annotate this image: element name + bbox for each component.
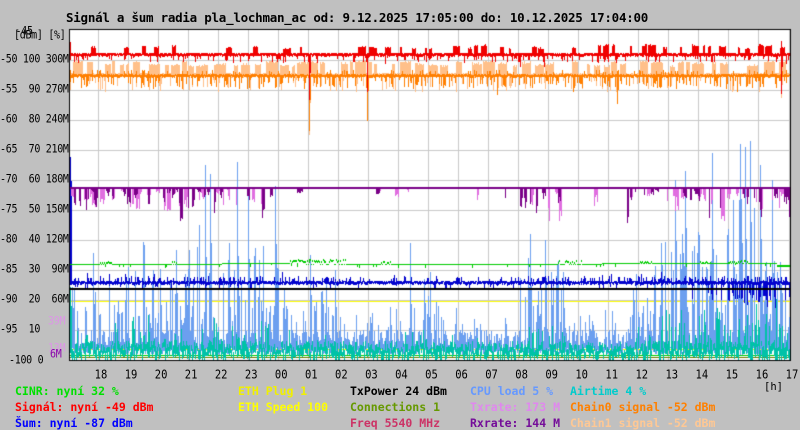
x-axis-hour-label: 16	[755, 368, 769, 382]
y-axis-rate-marker: 6M	[50, 347, 62, 361]
y-axis-top-tick: -45	[15, 24, 33, 38]
x-axis-hour-label: 11	[605, 368, 619, 382]
x-axis-hour-label: 08	[515, 368, 528, 382]
x-axis-hour-label: 04	[395, 368, 408, 382]
y-axis-row: -60 80 240M	[0, 113, 69, 126]
x-axis-hour-label: 02	[335, 368, 348, 382]
chart-title: Signál a šum radia pla_lochman_ac od: 9.…	[66, 10, 649, 25]
x-axis-hour-label: 06	[455, 368, 468, 382]
y-axis-row: -65 70 210M	[0, 143, 69, 156]
x-axis-hour-label: 12	[635, 368, 649, 382]
y-axis-row: -90 20 60M	[0, 293, 69, 306]
x-axis-hour-label: 21	[184, 368, 198, 382]
x-axis-hour-label: 15	[725, 368, 739, 382]
y-axis-row: -85 30 90M	[0, 263, 69, 276]
x-axis-hour-label: 03	[365, 368, 378, 382]
legend-item: Chain0 signal -52 dBm	[570, 400, 716, 414]
x-axis-hour-label: 07	[485, 368, 498, 382]
y-axis-rate-marker: 13M	[48, 341, 66, 355]
x-axis-hour-label: 18	[94, 368, 108, 382]
x-axis-hour-label: 10	[575, 368, 589, 382]
legend-item: CPU load 5 %	[470, 384, 554, 398]
y-axis-row: -55 90 270M	[0, 83, 69, 96]
legend-item: Airtime 4 %	[570, 384, 647, 398]
x-axis-unit-label: [h]	[764, 381, 783, 393]
y-axis-row: -80 40 120M	[0, 233, 69, 246]
legend-item: CINR: nyní 32 %	[15, 384, 119, 398]
legend-item: Signál: nyní -49 dBm	[15, 400, 154, 414]
y-axis-row: -100 0	[9, 354, 44, 367]
x-axis-hour-label: 14	[695, 368, 709, 382]
x-axis-hour-label: 13	[665, 368, 679, 382]
legend-item: Txrate: 173 M	[470, 400, 561, 414]
x-axis-hour-label: 05	[425, 368, 438, 382]
x-axis-hour-label: 17	[785, 368, 799, 382]
y-axis-row: -50 100 300M	[0, 53, 69, 66]
x-axis-hour-label: 20	[154, 368, 168, 382]
y-axis-rate-marker: 39M	[48, 314, 66, 328]
y-axis-row: -70 60 180M	[0, 173, 69, 186]
y-axis-unit-label: [dBm] [%]	[14, 29, 66, 42]
legend-item: Freq 5540 MHz	[350, 416, 441, 430]
x-axis-hour-label: 23	[244, 368, 258, 382]
legend-item: ETH Plug 1	[238, 384, 308, 398]
legend-item: Connections 1	[350, 400, 441, 414]
x-axis-hour-label: 22	[214, 368, 228, 382]
legend-item: Rxrate: 144 M	[470, 416, 561, 430]
y-axis-row: -95 10	[0, 323, 41, 336]
y-axis-row: -75 50 150M	[0, 203, 69, 216]
legend-item: Chain1 signal -52 dBm	[570, 416, 716, 430]
x-axis-hour-label: 00	[274, 368, 288, 382]
legend-item: ETH Speed 100	[238, 400, 329, 414]
x-axis-hour-label: 19	[124, 368, 138, 382]
legend-item: TxPower 24 dBm	[350, 384, 447, 398]
x-axis-hour-label: 09	[545, 368, 558, 382]
legend-item: Šum: nyní -87 dBm	[15, 416, 133, 430]
x-axis-hour-label: 01	[304, 368, 318, 382]
